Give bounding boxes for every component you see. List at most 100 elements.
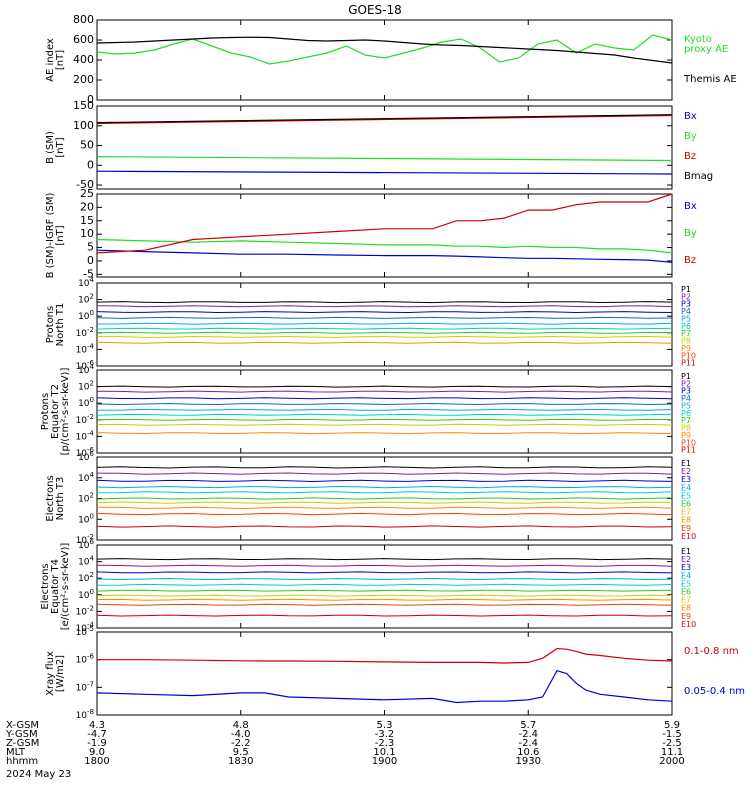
panel-protons_t1: Protons North T1 104 102 100 10-2 10-4 10-6 P1P2… <box>45 276 696 372</box>
y-tick-label: 104 <box>78 555 94 568</box>
y-tick-label: 800 <box>73 13 94 26</box>
series-line-bz <box>96 193 673 254</box>
y-tick-label: 10-2 <box>76 413 94 426</box>
time-axis-value: -1.5 <box>662 729 682 740</box>
channel-label-e9: E9 <box>681 612 691 621</box>
channel-label-p1: P1 <box>681 285 691 294</box>
y-tick-label: 106 <box>78 450 94 463</box>
time-axis-value: -4.0 <box>231 729 251 740</box>
time-axis-value: 9.0 <box>89 747 105 758</box>
channel-label-e5: E5 <box>681 579 691 588</box>
channel-label-p2: P2 <box>681 292 691 301</box>
time-axis: X-GSM 4.3 4.8 5.3 5.7 5.9Y-GSM -4.7 -4.0 -3.2 -2.… <box>5 720 685 780</box>
y-tick-label: 102 <box>78 380 94 393</box>
channel-label-e8: E8 <box>681 604 691 613</box>
time-axis-value: 1900 <box>372 756 397 767</box>
channel-label-e10: E10 <box>681 532 696 541</box>
time-axis-value: -4.7 <box>87 729 107 740</box>
channel-line-p2 <box>96 305 673 308</box>
y-axis-label: [nT] <box>55 225 66 245</box>
y-tick-label: 10 <box>80 227 94 240</box>
legend-label: By <box>684 131 697 142</box>
series-line-by <box>96 156 673 162</box>
series-line-by <box>96 238 673 254</box>
y-axis-label: North T3 <box>55 477 66 521</box>
y-tick-label: 10-2 <box>76 533 94 546</box>
channel-label-p8: P8 <box>681 424 691 433</box>
legend-label: By <box>684 228 697 239</box>
y-tick-label: 5 <box>87 241 94 254</box>
y-tick-label: 10-2 <box>76 604 94 617</box>
y-tick-label: 104 <box>78 471 94 484</box>
series-line-bmag <box>96 114 673 124</box>
channel-label-p9: P9 <box>681 344 691 353</box>
panel-protons_t2: Protons Equator T2 [p/(cm²-s-sr-keV)] 104 10… <box>40 363 696 459</box>
y-axis-label: Electrons <box>40 563 51 609</box>
channel-line-p8 <box>97 335 673 338</box>
channel-line-e9 <box>96 512 673 516</box>
y-tick-label: 10-4 <box>76 621 95 634</box>
channel-line-p3 <box>96 311 673 314</box>
channel-line-e6 <box>96 497 673 500</box>
y-tick-label: 10-6 <box>76 446 95 459</box>
time-axis-value: 9.5 <box>233 747 249 758</box>
y-tick-label: 10-2 <box>76 326 94 339</box>
channel-label-e9: E9 <box>681 524 691 533</box>
channel-label-e3: E3 <box>681 563 691 572</box>
y-tick-label: 0 <box>87 254 94 267</box>
y-tick-label: 10-5 <box>76 625 94 638</box>
channel-line-p6 <box>96 327 673 330</box>
time-axis-value: -3.2 <box>375 729 395 740</box>
y-tick-label: 10-4 <box>76 342 95 355</box>
legend-label: Kyoto <box>684 34 712 45</box>
legend-label: Bz <box>684 255 696 266</box>
time-axis-row-label: Z-GSM <box>6 738 39 749</box>
y-tick-label: 20 <box>80 200 94 213</box>
channel-line-e7 <box>96 594 673 597</box>
figure-title: GOES-18 <box>348 3 402 17</box>
channel-label-e4: E4 <box>681 571 691 580</box>
y-axis-label: B (SM) <box>45 131 56 164</box>
time-axis-value: 11.1 <box>661 747 683 758</box>
y-tick-label: 15 <box>80 214 94 227</box>
time-axis-value: -1.9 <box>87 738 107 749</box>
y-tick-label: 100 <box>78 309 94 322</box>
y-tick-label: -5 <box>83 267 94 280</box>
y-tick-label: 200 <box>73 73 94 86</box>
y-tick-label: 0 <box>87 158 94 171</box>
channel-label-p6: P6 <box>681 322 691 331</box>
y-axis-label: AE index <box>45 38 56 82</box>
channel-line-p4 <box>96 316 673 319</box>
y-tick-label: 10-6 <box>76 653 95 666</box>
series-line-bx <box>96 170 673 175</box>
y-axis-label: [nT] <box>55 50 66 70</box>
y-axis-label: Electrons <box>45 475 56 521</box>
legend-label: 0.1-0.8 nm <box>684 646 739 657</box>
time-axis-value: -2.4 <box>518 729 538 740</box>
channel-line-e5 <box>96 583 673 586</box>
channel-line-p3 <box>96 397 673 400</box>
channel-line-e6 <box>96 589 673 592</box>
y-axis-label: North T1 <box>55 303 66 347</box>
y-axis-label: Equator T4 <box>50 559 61 614</box>
legend-label: proxy AE <box>684 44 728 55</box>
series-line-bx <box>96 249 673 263</box>
y-tick-label: 25 <box>80 187 94 200</box>
panel-electrons_t4: Electrons Equator T4 [e/(cm²-s-sr-keV)] 106… <box>40 538 696 634</box>
channel-label-e7: E7 <box>681 508 691 517</box>
channel-line-e3 <box>96 479 673 483</box>
y-axis-label: [e/(cm²-s-sr-keV)] <box>60 543 71 631</box>
channel-label-e6: E6 <box>681 500 691 509</box>
channel-label-e6: E6 <box>681 588 691 597</box>
channel-label-p3: P3 <box>681 300 691 309</box>
channel-line-e9 <box>96 603 673 606</box>
series-line-themis-ae <box>96 36 673 64</box>
y-tick-label: 100 <box>73 119 94 132</box>
channel-line-p1 <box>96 385 673 388</box>
channel-label-p10: P10 <box>681 351 696 360</box>
channel-line-p9 <box>96 432 673 435</box>
time-axis-value: -2.3 <box>375 738 395 749</box>
channel-label-e2: E2 <box>681 467 691 476</box>
